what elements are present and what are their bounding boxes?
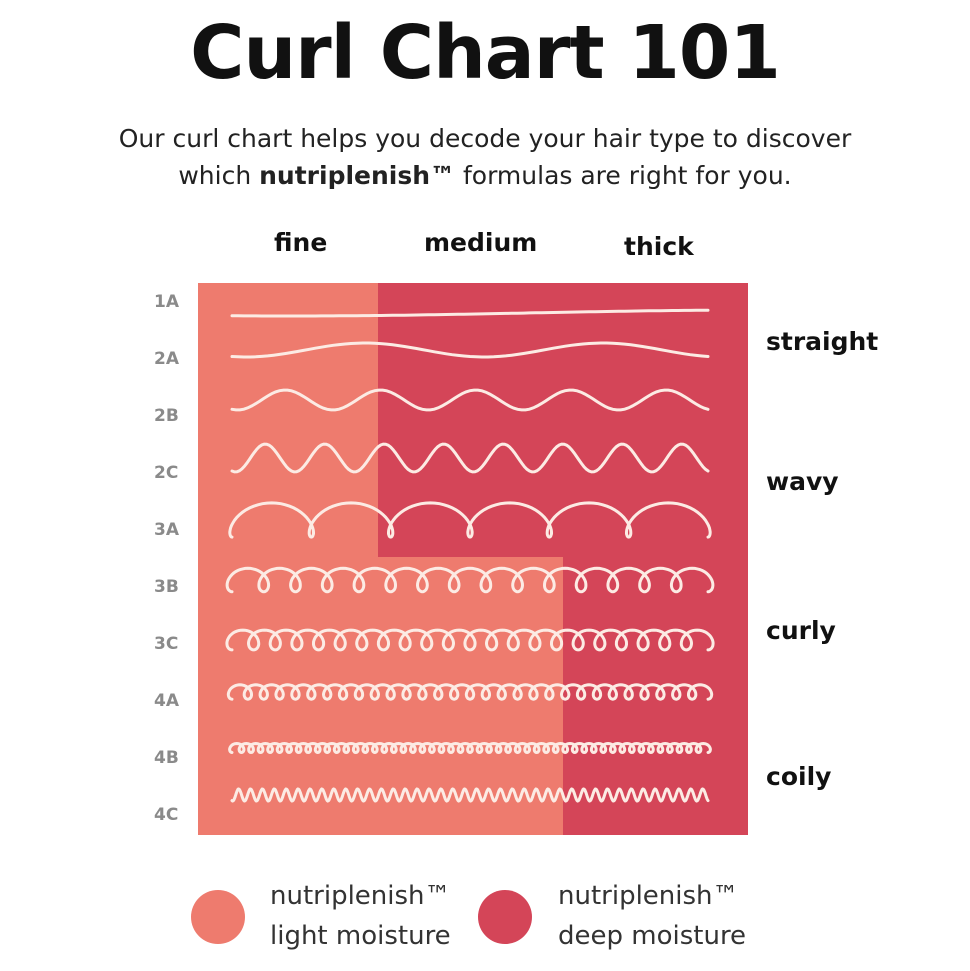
subtitle-line-1: Our curl chart helps you decode your hai… xyxy=(118,124,852,153)
legend-light-label: light moisture xyxy=(270,921,451,951)
hair-curve-2c xyxy=(230,442,710,474)
brand-name: nutriplenish™ xyxy=(259,161,456,190)
category-straight: straight xyxy=(766,327,879,356)
category-wavy: wavy xyxy=(766,467,839,496)
hair-curve-4b xyxy=(228,741,712,755)
legend-deep-label: deep moisture xyxy=(558,921,747,951)
legend-deep-brand: nutriplenish™ xyxy=(558,881,739,911)
row-label-4b: 4B xyxy=(154,748,179,768)
deep-moisture-swatch xyxy=(478,890,532,944)
column-medium: medium xyxy=(424,228,538,257)
legend-light-moisture: nutriplenish™ light moisture xyxy=(270,876,451,956)
row-label-2c: 2C xyxy=(154,463,179,483)
row-label-4a: 4A xyxy=(154,691,179,711)
category-curly: curly xyxy=(766,616,836,645)
row-label-2b: 2B xyxy=(154,406,179,426)
row-label-3a: 3A xyxy=(154,520,179,540)
page-title: Curl Chart 101 xyxy=(190,10,781,96)
row-label-4c: 4C xyxy=(154,805,179,825)
subtitle-pre: which xyxy=(178,161,260,190)
hair-curve-3a xyxy=(228,501,712,539)
hair-curve-3c xyxy=(225,628,715,652)
column-thick: thick xyxy=(624,232,694,261)
row-label-3c: 3C xyxy=(154,634,179,654)
hair-curve-2b xyxy=(230,388,710,412)
subtitle-post: formulas are right for you. xyxy=(455,161,792,190)
subtitle: Our curl chart helps you decode your hai… xyxy=(0,120,970,194)
row-label-3b: 3B xyxy=(154,577,179,597)
hair-curve-1a xyxy=(230,308,710,318)
hair-curve-4c xyxy=(230,787,710,803)
category-coily: coily xyxy=(766,762,832,791)
subtitle-line-2: which nutriplenish™ formulas are right f… xyxy=(0,157,970,194)
row-label-1a: 1A xyxy=(154,292,179,312)
row-label-2a: 2A xyxy=(154,349,179,369)
legend-deep-moisture: nutriplenish™ deep moisture xyxy=(558,876,746,956)
light-moisture-swatch xyxy=(191,890,245,944)
column-fine: fine xyxy=(274,228,328,257)
legend-light-brand: nutriplenish™ xyxy=(270,881,451,911)
hair-curve-4a xyxy=(226,683,714,701)
hair-curve-2a xyxy=(230,341,710,359)
hair-curve-3b xyxy=(225,566,715,594)
